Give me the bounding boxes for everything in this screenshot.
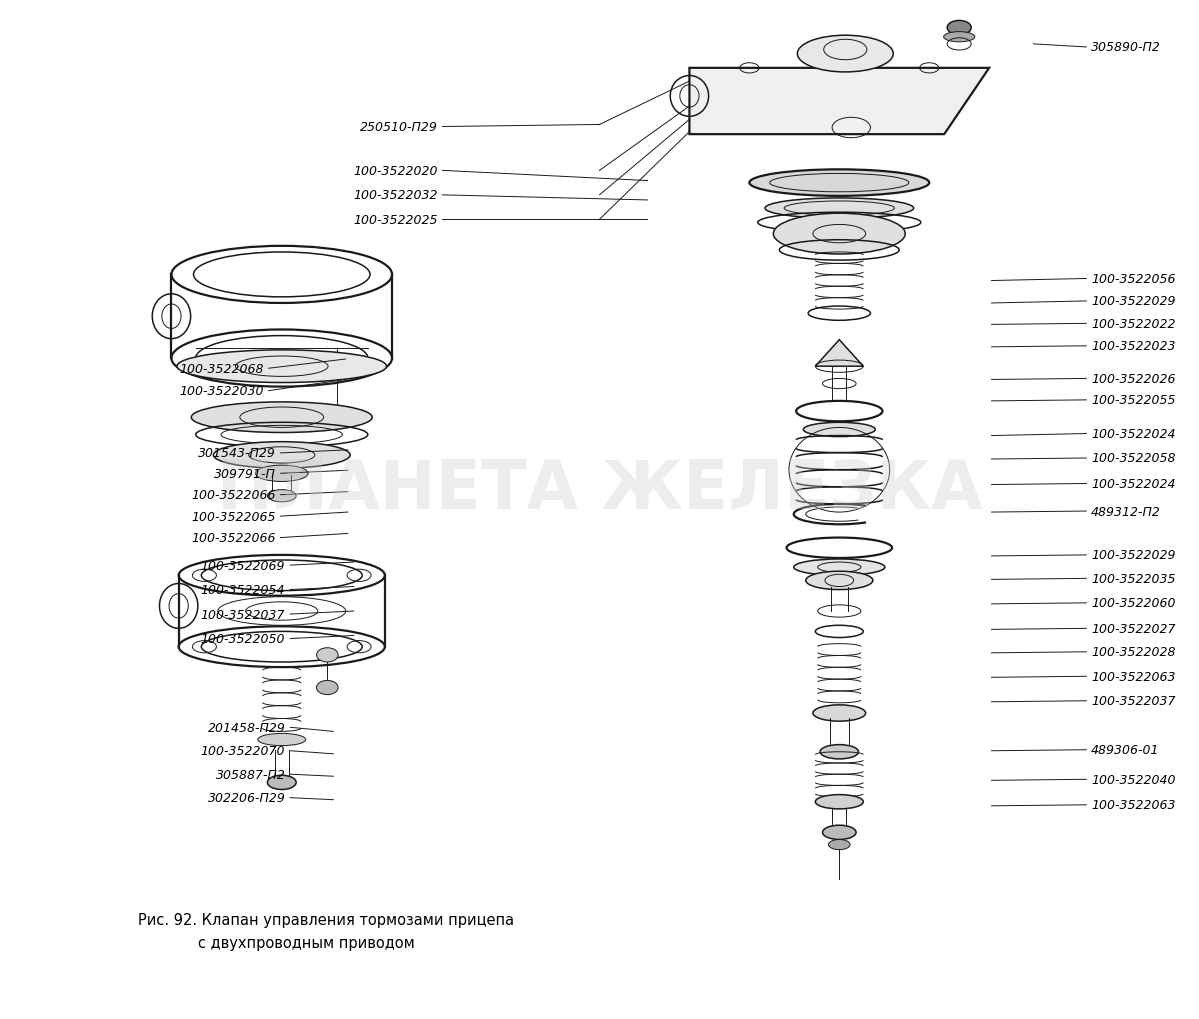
Text: 100-3522024: 100-3522024 [1091,478,1175,490]
Ellipse shape [813,705,866,721]
Text: 100-3522032: 100-3522032 [354,190,438,202]
Text: с двухпроводным приводом: с двухпроводным приводом [198,935,415,951]
Text: ПЛАНЕТА ЖЕЛЕЗКА: ПЛАНЕТА ЖЕЛЕЗКА [217,457,982,522]
Text: 100-3522066: 100-3522066 [192,532,276,544]
Text: 489312-П2: 489312-П2 [1091,505,1161,518]
Text: 100-3522027: 100-3522027 [1091,623,1175,635]
Ellipse shape [797,36,893,72]
Text: 201458-П29: 201458-П29 [207,721,285,734]
Ellipse shape [803,423,875,437]
Ellipse shape [815,795,863,809]
Text: Рис. 92. Клапан управления тормозами прицепа: Рис. 92. Клапан управления тормозами при… [138,912,514,927]
Text: 100-3522070: 100-3522070 [201,745,285,757]
Ellipse shape [255,466,308,482]
Ellipse shape [806,572,873,590]
Text: 100-3522065: 100-3522065 [192,511,276,523]
Text: 100-3522050: 100-3522050 [201,633,285,645]
Text: 305890-П2: 305890-П2 [1091,42,1161,54]
Ellipse shape [829,840,850,850]
Ellipse shape [317,648,338,662]
Ellipse shape [317,681,338,695]
Ellipse shape [820,745,858,759]
Ellipse shape [749,170,929,197]
Ellipse shape [177,351,386,383]
Text: 489306-01: 489306-01 [1091,744,1159,756]
Ellipse shape [944,33,975,43]
Polygon shape [689,68,989,135]
Text: 100-3522026: 100-3522026 [1091,373,1175,385]
Polygon shape [815,340,863,367]
Text: 100-3522037: 100-3522037 [201,608,285,621]
Text: 100-3522029: 100-3522029 [1091,296,1175,308]
Text: 100-3522054: 100-3522054 [201,584,285,596]
Text: 100-3522023: 100-3522023 [1091,340,1175,353]
Ellipse shape [325,408,349,422]
Text: 100-3522028: 100-3522028 [1091,646,1175,658]
Text: 100-3522063: 100-3522063 [1091,671,1175,683]
Text: 100-3522055: 100-3522055 [1091,394,1175,407]
Text: 302206-П29: 302206-П29 [207,792,285,804]
Text: 305887-П2: 305887-П2 [216,768,285,781]
Ellipse shape [192,403,372,433]
Text: 100-3522056: 100-3522056 [1091,273,1175,285]
Text: 100-3522035: 100-3522035 [1091,573,1175,585]
Text: 100-3522066: 100-3522066 [192,489,276,501]
Ellipse shape [267,490,296,502]
Ellipse shape [765,199,914,219]
Text: 301543-П29: 301543-П29 [198,447,276,460]
Text: 100-3522040: 100-3522040 [1091,773,1175,786]
Ellipse shape [213,442,350,469]
Text: 100-3522030: 100-3522030 [180,385,264,397]
Text: 100-3522024: 100-3522024 [1091,428,1175,440]
Ellipse shape [947,21,971,36]
Text: 100-3522022: 100-3522022 [1091,318,1175,330]
Ellipse shape [267,775,296,790]
Text: 100-3522037: 100-3522037 [1091,695,1175,707]
Ellipse shape [773,214,905,255]
Text: 100-3522060: 100-3522060 [1091,597,1175,609]
Text: 250510-П29: 250510-П29 [360,121,438,133]
Text: 100-3522063: 100-3522063 [1091,799,1175,811]
Text: 100-3522058: 100-3522058 [1091,452,1175,465]
Text: 100-3522068: 100-3522068 [180,363,264,375]
Ellipse shape [258,734,306,746]
Text: 100-3522029: 100-3522029 [1091,549,1175,561]
Text: 100-3522069: 100-3522069 [201,559,285,572]
Ellipse shape [794,559,885,576]
Text: 309791-П: 309791-П [213,468,276,480]
Text: 100-3522020: 100-3522020 [354,165,438,177]
Text: 100-3522025: 100-3522025 [354,214,438,226]
Ellipse shape [823,825,856,840]
